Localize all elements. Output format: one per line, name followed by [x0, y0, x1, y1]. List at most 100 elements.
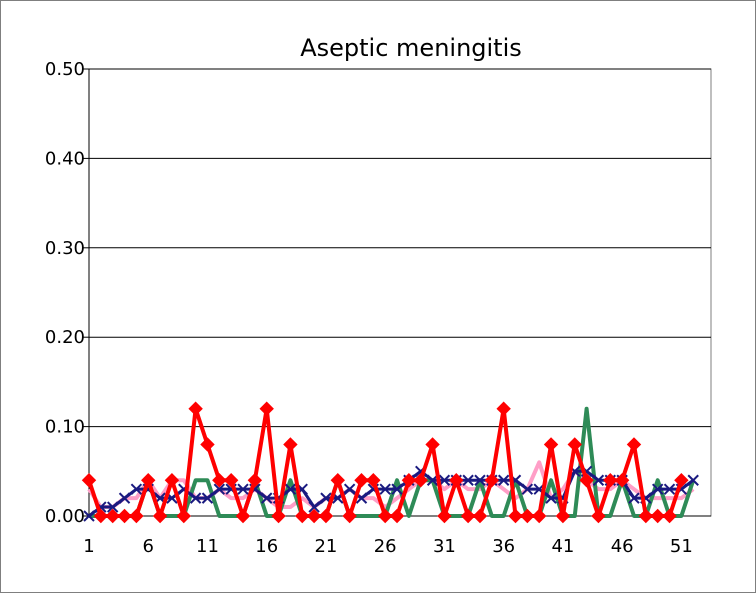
x-tick-label: 51	[670, 536, 693, 557]
x-tick-label: 36	[492, 536, 515, 557]
x-tick-label: 1	[83, 536, 94, 557]
data-point-x	[521, 483, 534, 495]
series-2	[89, 406, 696, 518]
data-point-x	[261, 492, 273, 504]
series-3	[83, 465, 699, 522]
data-point-diamond	[176, 508, 191, 524]
data-point-diamond	[567, 437, 582, 452]
series-line	[88, 469, 695, 518]
series-4	[81, 401, 689, 524]
data-point-diamond	[532, 508, 547, 524]
data-point-diamond	[484, 473, 500, 488]
data-point-x	[391, 483, 403, 495]
data-point-diamond	[496, 401, 511, 416]
x-tick-label: 31	[433, 536, 456, 557]
plot-area	[88, 68, 712, 517]
data-point-diamond	[401, 473, 417, 488]
data-point-x	[130, 483, 143, 495]
chart-title: Aseptic meningitis	[300, 34, 522, 62]
data-point-diamond	[437, 508, 452, 524]
data-point-diamond	[354, 473, 369, 488]
y-tick-label: 0.00	[45, 506, 85, 527]
data-point-diamond	[235, 508, 251, 524]
y-tick-label: 0.50	[45, 59, 85, 80]
data-point-diamond	[543, 437, 559, 452]
data-point-diamond	[105, 508, 120, 524]
data-point-x	[687, 474, 699, 486]
data-point-diamond	[366, 473, 381, 488]
data-point-diamond	[449, 473, 464, 488]
data-point-diamond	[650, 508, 665, 524]
data-point-x	[545, 492, 557, 504]
data-point-diamond	[472, 508, 488, 524]
data-point-diamond	[283, 437, 298, 452]
data-point-diamond	[271, 508, 286, 524]
data-point-diamond	[508, 508, 523, 524]
data-point-diamond	[330, 473, 346, 488]
data-point-diamond	[460, 508, 476, 524]
data-point-x	[201, 492, 214, 504]
data-point-diamond	[212, 473, 227, 488]
data-point-diamond	[93, 508, 109, 524]
data-point-diamond	[425, 437, 440, 452]
x-tick-label: 46	[611, 536, 634, 557]
x-tick-labels: 1 6 11 16 21 26 31 36 41 46 51	[83, 536, 693, 557]
data-point-diamond	[342, 508, 357, 524]
data-point-diamond	[614, 473, 630, 488]
x-tick-label: 11	[196, 536, 219, 557]
data-point-diamond	[377, 508, 393, 524]
data-point-x	[189, 492, 202, 504]
data-point-x	[118, 492, 131, 504]
data-point-x	[438, 474, 451, 486]
data-point-diamond	[164, 473, 180, 488]
data-point-diamond	[152, 508, 168, 524]
data-point-diamond	[603, 473, 618, 488]
data-point-x	[237, 483, 249, 495]
data-point-diamond	[318, 508, 334, 524]
data-point-x	[284, 483, 297, 495]
y-tick-label: 0.20	[45, 327, 85, 348]
data-point-x	[343, 483, 356, 495]
data-point-diamond	[626, 437, 642, 452]
x-tick-label: 26	[374, 536, 397, 557]
y-tick-label: 0.10	[45, 417, 85, 438]
data-point-diamond	[223, 473, 239, 488]
data-point-diamond	[259, 401, 274, 416]
data-point-diamond	[591, 508, 606, 524]
y-tick-label: 0.40	[45, 148, 85, 169]
data-point-diamond	[520, 508, 535, 524]
data-point-diamond	[555, 508, 571, 524]
series-line	[89, 406, 696, 518]
data-point-diamond	[247, 473, 263, 488]
y-tick-labels: 0.00 0.10 0.20 0.30 0.40 0.50	[45, 59, 85, 527]
data-point-diamond	[141, 473, 156, 488]
data-point-x	[426, 474, 439, 486]
data-point-diamond	[188, 401, 203, 416]
data-point-x	[651, 483, 664, 495]
data-point-x	[83, 510, 95, 522]
data-point-x	[628, 492, 640, 504]
data-point-diamond	[413, 473, 428, 488]
series-lines	[81, 401, 699, 524]
gridlines	[89, 68, 711, 428]
data-point-diamond	[638, 508, 654, 524]
data-point-diamond	[295, 508, 310, 524]
data-point-x	[308, 501, 320, 513]
data-point-x	[106, 501, 119, 513]
x-tick-label: 21	[314, 536, 337, 557]
x-tick-label: 6	[143, 536, 154, 557]
data-point-diamond	[306, 508, 322, 524]
data-point-x	[663, 483, 676, 495]
data-point-x	[379, 483, 391, 495]
x-tick-label: 41	[551, 536, 574, 557]
data-point-diamond	[117, 508, 132, 524]
data-point-diamond	[81, 473, 97, 488]
data-point-x	[213, 483, 226, 495]
data-point-diamond	[129, 508, 144, 524]
data-point-diamond	[662, 508, 677, 524]
y-tick-label: 0.30	[45, 238, 85, 259]
data-point-x	[474, 474, 486, 486]
data-point-x	[462, 474, 474, 486]
